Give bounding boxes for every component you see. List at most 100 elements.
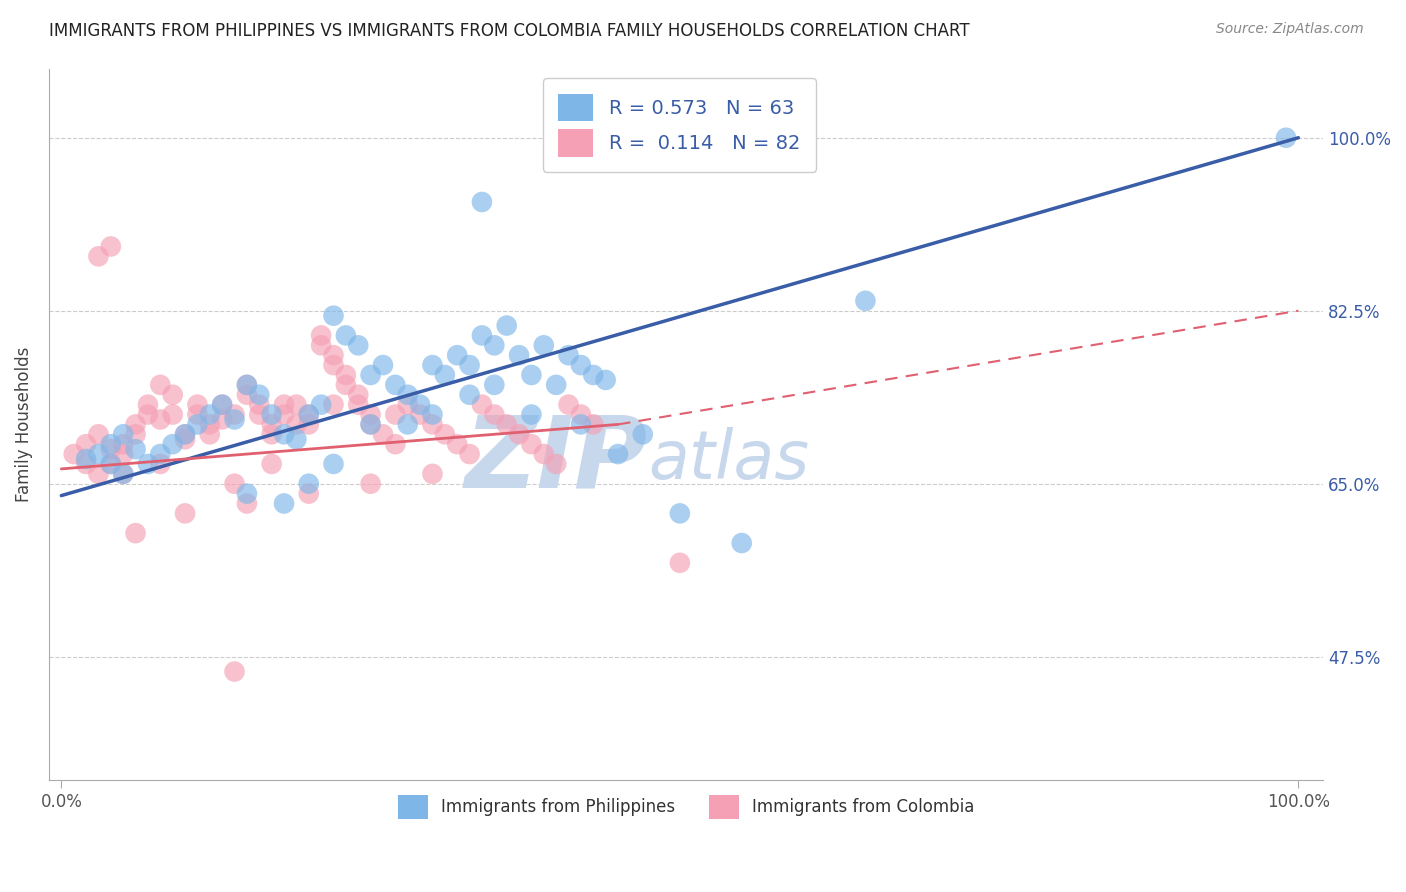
Point (298, 417, 321, 432)
Point (396, 417, 419, 432)
Point (433, 368, 456, 382)
Point (224, 412, 246, 426)
Point (569, 358, 592, 372)
Point (273, 398, 295, 412)
Point (384, 437, 406, 451)
Point (347, 388, 370, 402)
Point (100, 457, 122, 471)
Point (162, 388, 184, 402)
Point (87, 447, 110, 461)
Point (422, 467, 444, 481)
Point (149, 457, 172, 471)
Point (100, 457, 122, 471)
Point (136, 408, 159, 422)
Point (298, 408, 321, 422)
Point (309, 398, 332, 412)
Point (322, 457, 344, 471)
Point (75, 437, 97, 451)
Point (211, 398, 233, 412)
Point (422, 417, 444, 432)
Point (112, 467, 135, 481)
Point (335, 377, 357, 392)
Point (87, 467, 110, 481)
Point (273, 408, 295, 422)
Point (149, 447, 172, 461)
Point (322, 309, 344, 323)
Point (533, 447, 555, 461)
Point (186, 398, 208, 412)
Point (186, 408, 208, 422)
Point (124, 427, 146, 442)
Point (75, 457, 97, 471)
Point (298, 408, 321, 422)
Point (224, 408, 246, 422)
Point (607, 447, 630, 461)
Point (360, 408, 382, 422)
Point (149, 377, 172, 392)
Point (631, 427, 654, 442)
Point (484, 408, 506, 422)
Point (273, 427, 295, 442)
Point (669, 556, 692, 570)
Point (149, 412, 172, 426)
Point (260, 427, 283, 442)
Point (360, 417, 382, 432)
Point (87, 249, 110, 263)
Point (298, 476, 321, 491)
Point (446, 437, 468, 451)
Point (87, 427, 110, 442)
Point (855, 293, 877, 308)
Point (174, 432, 197, 446)
Point (211, 412, 233, 426)
Point (520, 368, 543, 382)
Point (557, 398, 579, 412)
Point (347, 338, 370, 352)
Point (557, 348, 579, 362)
Point (100, 239, 122, 253)
Point (458, 447, 481, 461)
Point (458, 388, 481, 402)
Point (520, 437, 543, 451)
Point (335, 368, 357, 382)
Point (124, 526, 146, 541)
Point (260, 408, 283, 422)
Point (595, 373, 617, 387)
Point (247, 388, 270, 402)
Point (100, 442, 122, 457)
Point (236, 496, 259, 510)
Point (112, 437, 135, 451)
Point (731, 536, 754, 550)
Point (335, 328, 357, 343)
Point (247, 408, 270, 422)
Point (285, 398, 308, 412)
Point (236, 388, 259, 402)
Point (247, 398, 270, 412)
Point (569, 417, 592, 432)
Point (322, 358, 344, 372)
Point (360, 417, 382, 432)
Point (422, 358, 444, 372)
Point (484, 338, 506, 352)
Point (396, 388, 419, 402)
Point (198, 417, 221, 432)
Point (520, 408, 543, 422)
Point (422, 408, 444, 422)
Point (495, 318, 517, 333)
Point (458, 358, 481, 372)
Point (112, 427, 135, 442)
Point (112, 467, 135, 481)
Point (322, 398, 344, 412)
Point (347, 398, 370, 412)
Point (396, 398, 419, 412)
Point (211, 398, 233, 412)
Legend: Immigrants from Philippines, Immigrants from Colombia: Immigrants from Philippines, Immigrants … (391, 789, 981, 825)
Text: Source: ZipAtlas.com: Source: ZipAtlas.com (1216, 22, 1364, 37)
Point (546, 457, 568, 471)
Point (124, 442, 146, 457)
Point (1275, 130, 1298, 145)
Point (174, 427, 197, 442)
Point (224, 476, 246, 491)
Point (433, 427, 456, 442)
Point (162, 408, 184, 422)
Point (285, 432, 308, 446)
